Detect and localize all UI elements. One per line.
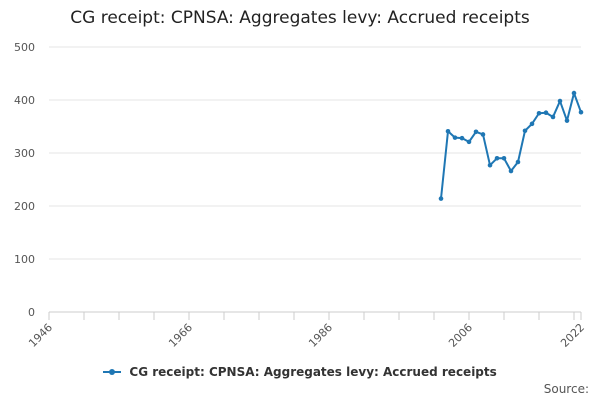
data-point [473, 129, 479, 135]
data-point [508, 168, 514, 174]
data-point [480, 132, 486, 137]
data-point [459, 135, 465, 141]
data-point [501, 156, 507, 161]
data-point [529, 121, 535, 127]
y-tick-label: 300 [14, 147, 35, 160]
data-point [466, 139, 472, 145]
x-axis: 1946 1966 1986 2006 2022 [26, 311, 587, 350]
y-tick-label: 400 [14, 94, 35, 107]
data-point [487, 162, 493, 168]
data-point [452, 135, 458, 140]
data-point [494, 156, 500, 161]
chart-title: CG receipt: CPNSA: Aggregates levy: Accr… [70, 8, 530, 28]
data-point [438, 196, 444, 201]
x-tick-label: 1946 [26, 321, 55, 350]
legend-swatch [103, 368, 122, 375]
x-tick-label: 2022 [558, 321, 587, 350]
data-point [557, 98, 563, 104]
data-point [550, 114, 556, 120]
series-group [438, 90, 584, 201]
y-tick-label: 100 [14, 253, 35, 266]
data-point [515, 159, 521, 165]
y-axis: 0 100 200 300 400 500 [14, 41, 35, 319]
x-tick-label: 1966 [166, 321, 195, 350]
data-point [578, 109, 584, 115]
data-point [564, 118, 570, 123]
legend[interactable]: CG receipt: CPNSA: Aggregates levy: Accr… [0, 365, 600, 379]
series-line [440, 92, 582, 199]
x-tick-label: 2006 [446, 321, 475, 350]
data-point [522, 128, 528, 134]
y-tick-label: 0 [28, 306, 35, 319]
data-point [543, 110, 549, 116]
source-label: Source: [543, 382, 589, 396]
grid-lines [49, 46, 581, 260]
legend-label: CG receipt: CPNSA: Aggregates levy: Accr… [129, 365, 497, 379]
y-tick-label: 500 [14, 41, 35, 54]
y-tick-label: 200 [14, 200, 35, 213]
data-point [536, 110, 542, 116]
data-point [571, 90, 577, 96]
data-point [445, 128, 451, 134]
x-tick-label: 1986 [306, 321, 335, 350]
